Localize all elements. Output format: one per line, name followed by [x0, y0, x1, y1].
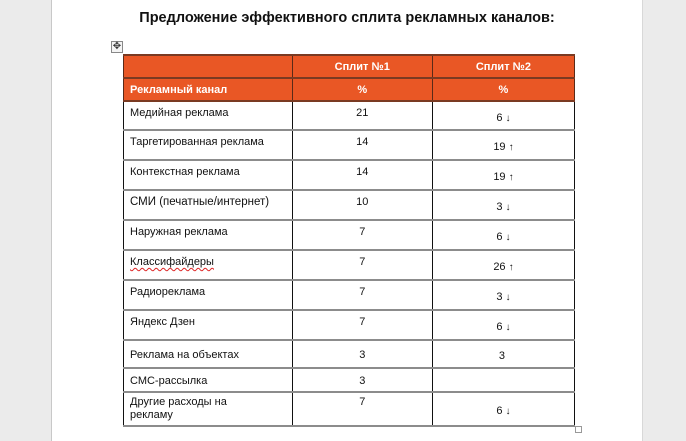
header-row-2: Рекламный канал % % — [123, 77, 576, 102]
split1-cell[interactable]: 7 — [291, 391, 433, 427]
split-table: Сплит №1 Сплит №2 Рекламный канал % % Ме… — [123, 54, 576, 427]
channel-cell[interactable]: Реклама на объектах — [123, 339, 293, 369]
split2-value: 26 — [493, 261, 506, 273]
channel-cell[interactable]: Другие расходы на рекламу — [123, 391, 293, 427]
split1-cell[interactable]: 7 — [291, 249, 433, 281]
split2-cell[interactable]: 6 ↓ — [431, 391, 576, 427]
split1-cell[interactable]: 14 — [291, 129, 433, 161]
split1-cell[interactable]: 7 — [291, 279, 433, 311]
page-title: Предложение эффективного сплита рекламны… — [139, 10, 555, 26]
split2-value: 6 — [496, 321, 503, 333]
arrow-up-icon: ↑ — [508, 172, 514, 183]
table-row: Наружная реклама 7 6 ↓ — [123, 219, 576, 251]
arrow-down-icon: ↓ — [505, 406, 511, 417]
split2-value: 6 — [496, 231, 503, 243]
arrow-down-icon: ↓ — [505, 292, 511, 303]
split2-value: 3 — [496, 201, 503, 213]
arrow-up-icon: ↑ — [508, 262, 514, 273]
split1-cell[interactable]: 3 — [291, 367, 433, 393]
split2-cell[interactable]: 6 ↓ — [431, 309, 576, 341]
table-row: Классифайдеры 7 26 ↑ — [123, 249, 576, 281]
table-row: Радиореклама 7 3 ↓ — [123, 279, 576, 311]
spellcheck-underlined-text: Классифайдеры — [130, 256, 214, 268]
document-page: Предложение эффективного сплита рекламны… — [52, 0, 642, 441]
split2-cell[interactable]: 6 ↓ — [431, 100, 576, 131]
split2-value: 6 — [496, 111, 503, 124]
split2-value: 3 — [498, 350, 505, 362]
split2-value: 3 — [496, 291, 503, 303]
channel-cell[interactable]: Наружная реклама — [123, 219, 293, 251]
split1-cell[interactable]: 3 — [291, 339, 433, 369]
header-cell — [123, 54, 293, 79]
table-move-handle-icon[interactable]: ✥ — [111, 41, 123, 53]
split2-cell[interactable]: 19 ↑ — [431, 159, 576, 191]
channel-cell[interactable]: СМИ (печатные/интернет) — [123, 189, 293, 221]
channel-cell[interactable]: СМС-рассылка — [123, 367, 293, 393]
table-row: СМИ (печатные/интернет) 10 3 ↓ — [123, 189, 576, 221]
table-resize-handle[interactable] — [575, 426, 582, 433]
split2-cell[interactable] — [431, 367, 576, 393]
header-cell-split2: Сплит №2 — [431, 54, 576, 79]
arrow-down-icon: ↓ — [505, 112, 511, 124]
channel-cell[interactable]: Контекстная реклама — [123, 159, 293, 191]
split2-cell[interactable]: 3 ↓ — [431, 189, 576, 221]
header-row-1: Сплит №1 Сплит №2 — [123, 54, 576, 79]
split1-cell[interactable]: 14 — [291, 159, 433, 191]
arrow-down-icon: ↓ — [505, 322, 511, 333]
table-row: Яндекс Дзен 7 6 ↓ — [123, 309, 576, 341]
header-cell-channel: Рекламный канал — [123, 77, 293, 102]
table-row: Контекстная реклама 14 19 ↑ — [123, 159, 576, 191]
table-row: Другие расходы на рекламу 7 6 ↓ — [123, 391, 576, 427]
split1-cell[interactable]: 7 — [291, 309, 433, 341]
channel-cell[interactable]: Радиореклама — [123, 279, 293, 311]
channel-cell[interactable]: Яндекс Дзен — [123, 309, 293, 341]
split2-cell[interactable]: 19 ↑ — [431, 129, 576, 161]
header-cell-percent-2: % — [431, 77, 576, 102]
split2-cell[interactable]: 3 — [431, 339, 576, 369]
header-cell-percent-1: % — [291, 77, 433, 102]
channel-cell[interactable]: Классифайдеры — [123, 249, 293, 281]
table-row: Реклама на объектах 3 3 — [123, 339, 576, 369]
split2-value: 19 — [493, 171, 506, 183]
split1-cell[interactable]: 21 — [291, 100, 433, 131]
split2-value: 19 — [493, 141, 506, 153]
arrow-down-icon: ↓ — [505, 232, 511, 243]
table-row: Таргетированная реклама 14 19 ↑ — [123, 129, 576, 161]
channel-cell[interactable]: Таргетированная реклама — [123, 129, 293, 161]
split2-cell[interactable]: 3 ↓ — [431, 279, 576, 311]
split2-cell[interactable]: 26 ↑ — [431, 249, 576, 281]
header-cell-split1: Сплит №1 — [291, 54, 433, 79]
table-row: СМС-рассылка 3 — [123, 367, 576, 393]
channel-cell[interactable]: Медийная реклама — [123, 100, 293, 131]
split2-cell[interactable]: 6 ↓ — [431, 219, 576, 251]
split1-cell[interactable]: 10 — [291, 189, 433, 221]
table-row: Медийная реклама 21 6 ↓ — [123, 100, 576, 131]
arrow-up-icon: ↑ — [508, 142, 514, 153]
split1-cell[interactable]: 7 — [291, 219, 433, 251]
arrow-down-icon: ↓ — [505, 202, 511, 213]
split2-value: 6 — [496, 405, 503, 417]
